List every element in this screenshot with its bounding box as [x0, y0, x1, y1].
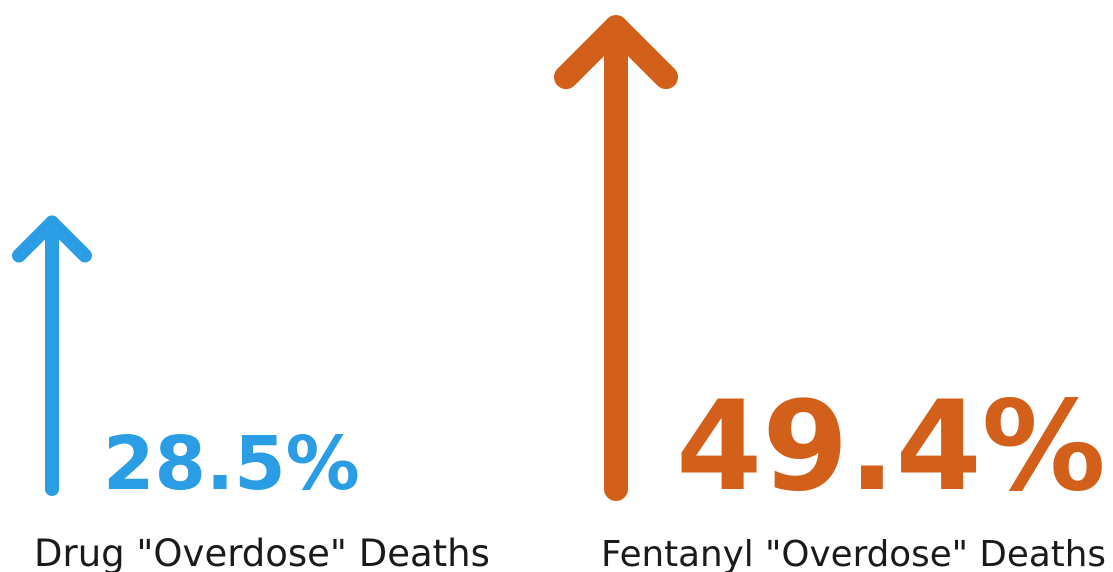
arrow-head-drug-overdose — [12, 215, 92, 263]
arrow-mark-drug-overdose — [12, 215, 92, 496]
value-label-drug-overdose: 28.5% — [103, 421, 360, 507]
category-label-fentanyl-overdose: Fentanyl "Overdose" Deaths — [601, 534, 1106, 572]
value-label-fentanyl-overdose: 49.4% — [676, 375, 1106, 519]
category-label-drug-overdose: Drug "Overdose" Deaths — [34, 532, 490, 572]
arrow-head-fentanyl-overdose — [554, 15, 678, 90]
arrow-mark-fentanyl-overdose — [554, 15, 678, 501]
